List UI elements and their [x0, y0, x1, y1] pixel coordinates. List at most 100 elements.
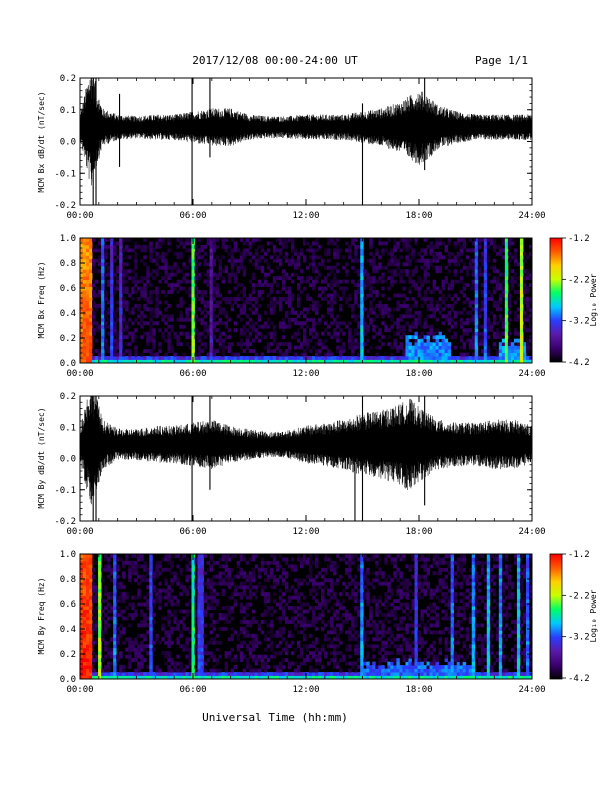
spectrogram-cell	[278, 661, 283, 666]
spectrogram-cell	[516, 345, 521, 350]
spectrogram-cell	[423, 338, 427, 343]
spectrogram-cell	[203, 613, 207, 617]
spectrogram-cell	[203, 324, 207, 329]
spectrogram-cell	[191, 599, 195, 604]
spectrogram-cell	[495, 331, 500, 336]
spectrogram-cell	[465, 269, 470, 274]
spectrogram-cell	[242, 349, 247, 353]
spectrogram-cell	[125, 606, 129, 610]
spectrogram-cell	[89, 665, 93, 669]
spectrogram-cell	[236, 283, 241, 288]
spectrogram-cell	[212, 307, 216, 312]
spectrogram-cell	[411, 272, 415, 277]
spectrogram-cell	[372, 328, 376, 333]
spectrogram-cell	[483, 324, 488, 329]
spectrogram-cell	[80, 606, 84, 610]
spectrogram-cell	[131, 675, 135, 679]
spectrogram-cell	[215, 290, 220, 294]
spectrogram-cell	[293, 588, 298, 593]
spectrogram-cell	[161, 331, 165, 336]
spectrogram-cell	[128, 238, 132, 242]
spectrogram-cell	[387, 276, 391, 281]
spectrogram-cell	[161, 251, 165, 256]
spectrogram-cell	[92, 248, 96, 253]
spectrogram-cell	[396, 349, 400, 353]
spectrogram-cell	[161, 238, 165, 242]
spectrogram-cell	[272, 633, 277, 638]
spectrogram-cell	[143, 283, 147, 288]
spectrogram-cell	[98, 303, 102, 308]
spectrogram-cell	[381, 272, 385, 277]
spectrogram-cell	[89, 592, 93, 597]
x-tick-label: 00:00	[66, 211, 93, 221]
spectrogram-cell	[101, 567, 105, 572]
spectrogram-cell	[110, 637, 114, 642]
spectrogram-cell	[191, 279, 195, 284]
spectrogram-cell	[236, 560, 241, 565]
spectrogram-cell	[321, 286, 325, 291]
spectrogram-cell	[480, 356, 485, 360]
spectrogram-cell	[278, 595, 283, 600]
spectrogram-cell	[188, 567, 192, 572]
spectrogram-cell	[206, 352, 210, 357]
spectrogram-cell	[206, 672, 210, 676]
spectrogram-cell	[501, 359, 506, 363]
spectrogram-cell	[173, 331, 177, 336]
spectrogram-cell	[116, 633, 120, 638]
spectrogram-cell	[131, 571, 135, 576]
spectrogram-cell	[411, 283, 415, 288]
spectrogram-cell	[128, 276, 132, 281]
spectrogram-cell	[176, 290, 180, 294]
spectrogram-cell	[302, 331, 307, 336]
spectrogram-cell	[203, 647, 207, 652]
spectrogram-cell	[306, 265, 310, 270]
spectrogram-cell	[357, 258, 361, 263]
spectrogram-cell	[251, 672, 256, 676]
spectrogram-cell	[275, 356, 280, 360]
spectrogram-cell	[284, 359, 289, 363]
spectrogram-cell	[269, 356, 274, 360]
spectrogram-cell	[399, 328, 403, 333]
spectrogram-cell	[92, 581, 96, 586]
spectrogram-cell	[296, 668, 301, 673]
spectrogram-cell	[176, 338, 180, 343]
spectrogram-cell	[251, 585, 256, 590]
spectrogram-cell	[468, 342, 473, 347]
spectrogram-cell	[513, 290, 518, 294]
spectrogram-cell	[218, 307, 223, 312]
spectrogram-cell	[330, 335, 334, 340]
spectrogram-cell	[170, 286, 174, 291]
spectrogram-cell	[468, 310, 473, 315]
spectrogram-cell	[263, 276, 268, 281]
spectrogram-cell	[345, 324, 349, 329]
spectrogram-cell	[80, 324, 84, 329]
spectrogram-cell	[372, 255, 376, 260]
spectrogram-cell	[161, 651, 165, 656]
spectrogram-cell	[278, 248, 283, 253]
spectrogram-cell	[510, 356, 515, 360]
spectrogram-cell	[501, 349, 506, 353]
spectrogram-cell	[212, 238, 216, 242]
spectrogram-cell	[257, 567, 262, 572]
spectrogram-cell	[528, 314, 532, 319]
spectrogram-cell	[278, 606, 283, 610]
spectrogram-cell	[188, 651, 192, 656]
spectrogram-cell	[360, 265, 364, 270]
spectrogram-cell	[375, 356, 379, 360]
spectrogram-cell	[471, 258, 476, 263]
spectrogram-cell	[200, 630, 204, 635]
spectrogram-cell	[351, 279, 355, 284]
spectrogram-cell	[89, 595, 93, 600]
spectrogram-cell	[128, 359, 132, 363]
spectrogram-cell	[119, 307, 123, 312]
spectrogram-cell	[245, 359, 250, 363]
spectrogram-cell	[393, 279, 397, 284]
spectrogram-cell	[312, 300, 316, 305]
spectrogram-cell	[333, 276, 337, 281]
spectrogram-cell	[330, 356, 334, 360]
spectrogram-cell	[122, 616, 126, 621]
spectrogram-cell	[167, 599, 171, 604]
spectrogram-cell	[312, 578, 316, 583]
spectrogram-cell	[179, 571, 183, 576]
spectrogram-cell	[306, 279, 310, 284]
